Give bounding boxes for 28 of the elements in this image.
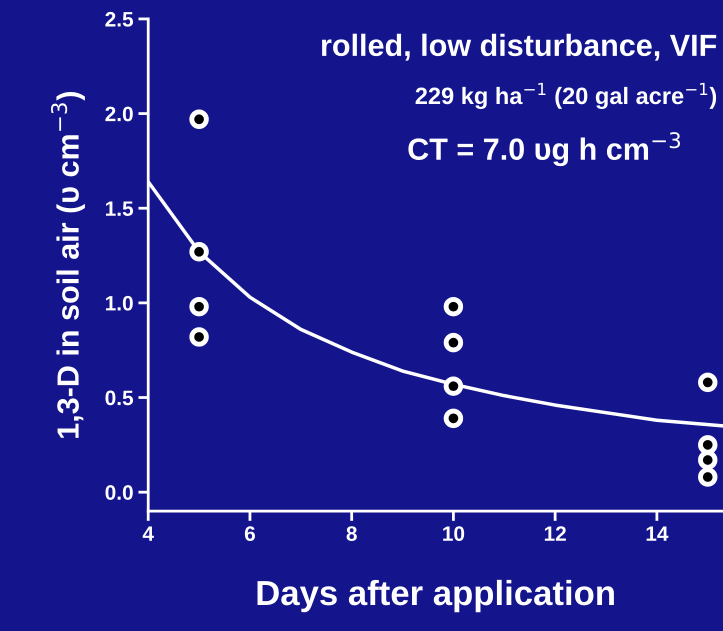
point: [444, 296, 464, 316]
point: [444, 408, 464, 428]
x-tick-label: 14: [646, 526, 668, 541]
point: [698, 372, 718, 392]
x-tick-label: 6: [244, 526, 255, 541]
y-tick-label: 1.5: [106, 201, 134, 216]
x-tick-label: 4: [142, 526, 154, 541]
point: [444, 376, 464, 396]
y-axis-title: 1,3-D in soil air (υ cm$^{−3}$): [51, 92, 85, 438]
x-tick-label: 10: [443, 526, 464, 541]
point: [444, 332, 464, 352]
point: [189, 242, 209, 262]
y-tick-label: 1.0: [106, 296, 133, 311]
y-tick-label: 0.0: [105, 485, 133, 500]
x-tick-label: 12: [544, 526, 566, 541]
x-axis-title: Days after application: [258, 580, 614, 612]
point: [189, 110, 209, 129]
point: [698, 450, 718, 470]
annotation: rolled, low disturbance, VIF: [322, 34, 716, 61]
annotation: 229 kg ha$^{−1}$ (20 gal acre$^{−1}$): [416, 82, 716, 110]
annotation: CT = 7.0 υg h cm$^{−3}$: [408, 132, 680, 166]
y-tick-label: 2.5: [105, 12, 134, 27]
point: [698, 467, 718, 487]
y-tick-label: 2.0: [105, 106, 133, 122]
y-tick-label: 0.5: [105, 390, 134, 406]
x-tick-label: 8: [346, 526, 357, 541]
point: [189, 296, 209, 316]
point: [189, 327, 209, 347]
